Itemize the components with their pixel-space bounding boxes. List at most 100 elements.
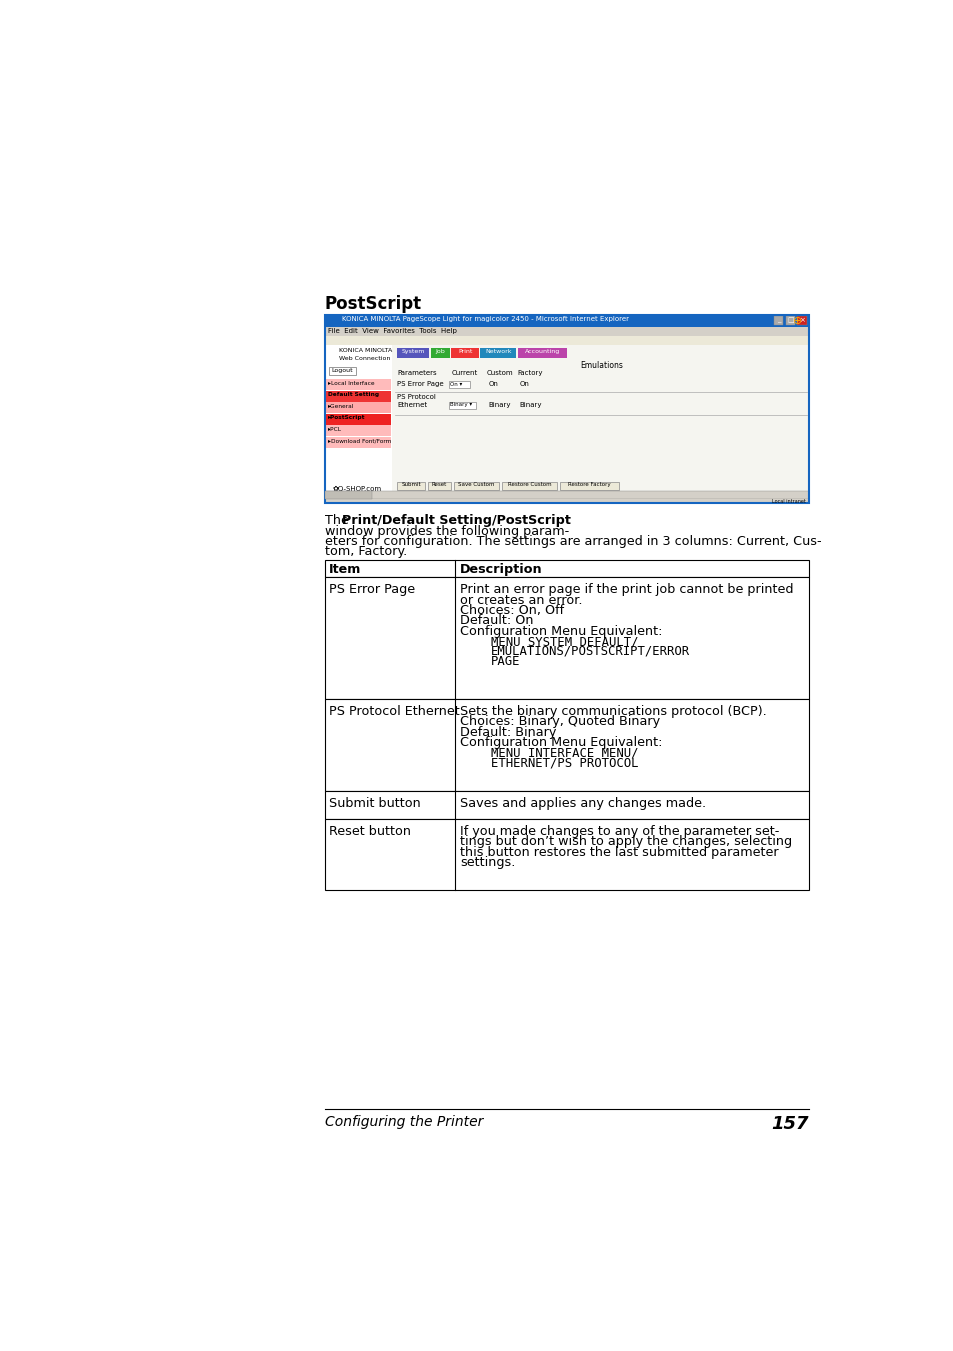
Bar (324, 346, 808, 503)
Bar (449, 401, 476, 409)
Text: ✿Q-SHOP.com: ✿Q-SHOP.com (332, 486, 381, 492)
Bar (324, 499, 808, 503)
Text: Binary: Binary (518, 401, 541, 408)
Text: File  Edit  View  Favorites  Tools  Help: File Edit View Favorites Tools Help (328, 328, 456, 334)
Bar (325, 413, 391, 424)
Text: Item: Item (329, 563, 361, 577)
Text: On: On (488, 381, 497, 386)
Bar (324, 346, 392, 503)
Text: Binary ▾: Binary ▾ (450, 403, 472, 408)
Bar (454, 482, 498, 490)
Text: 157: 157 (771, 1116, 808, 1133)
Text: System: System (401, 349, 425, 354)
Bar (324, 490, 808, 499)
Bar (449, 381, 469, 389)
Bar (427, 482, 451, 490)
Bar (324, 698, 808, 792)
Bar (324, 561, 808, 577)
Text: tom, Factory.: tom, Factory. (324, 544, 406, 558)
Text: Parameters: Parameters (397, 370, 436, 376)
Text: Reset: Reset (432, 482, 447, 488)
Text: PostScript: PostScript (324, 295, 421, 312)
Text: Job: Job (435, 349, 445, 354)
Bar (773, 316, 782, 324)
Text: Emulations: Emulations (579, 361, 622, 370)
Text: ▸PostScript: ▸PostScript (328, 416, 365, 420)
Bar (324, 819, 808, 890)
Text: ▸Local Interface: ▸Local Interface (328, 381, 374, 386)
Text: If you made changes to any of the parameter set-: If you made changes to any of the parame… (459, 825, 779, 838)
Text: Print an error page if the print job cannot be printed: Print an error page if the print job can… (459, 584, 793, 596)
Text: Saves and applies any changes made.: Saves and applies any changes made. (459, 797, 705, 811)
Bar (559, 482, 618, 490)
Bar (397, 349, 429, 358)
Text: On: On (518, 381, 529, 386)
Text: Configuration Menu Equivalent:: Configuration Menu Equivalent: (459, 626, 662, 638)
Bar (325, 380, 391, 390)
Text: Accounting: Accounting (524, 349, 559, 354)
Text: Custom: Custom (486, 370, 513, 376)
Text: ▸Download Font/Form: ▸Download Font/Form (328, 439, 391, 443)
Text: Web Connection: Web Connection (338, 357, 390, 361)
Text: Sets the binary communications protocol (BCP).: Sets the binary communications protocol … (459, 705, 766, 717)
Text: PAGE: PAGE (491, 654, 520, 667)
Text: window provides the following param-: window provides the following param- (324, 524, 568, 538)
Text: Binary: Binary (488, 401, 510, 408)
Text: The: The (324, 513, 352, 527)
Text: ⊕: ⊕ (793, 316, 802, 326)
Bar (324, 792, 808, 819)
Text: Logout: Logout (332, 369, 353, 373)
Text: Configuring the Printer: Configuring the Printer (324, 1116, 482, 1129)
Bar (324, 315, 808, 503)
Text: Configuration Menu Equivalent:: Configuration Menu Equivalent: (459, 736, 662, 750)
Text: PS Error Page: PS Error Page (329, 584, 415, 596)
Text: Submit: Submit (401, 482, 420, 488)
Text: Factory: Factory (517, 370, 542, 376)
Bar (501, 482, 557, 490)
Bar (325, 436, 391, 447)
Text: Print/Default Setting/PostScript: Print/Default Setting/PostScript (341, 513, 570, 527)
Bar (324, 327, 808, 336)
Text: PS Error Page: PS Error Page (397, 381, 444, 386)
Bar (325, 403, 391, 413)
Bar (324, 577, 808, 698)
Bar (324, 336, 808, 346)
Text: Restore Custom: Restore Custom (507, 482, 551, 488)
Text: ▸PCL: ▸PCL (328, 427, 341, 432)
Text: ×: × (799, 317, 804, 323)
Bar (325, 390, 391, 401)
Bar (517, 349, 566, 358)
Text: Default: Binary: Default: Binary (459, 725, 556, 739)
Text: _: _ (776, 317, 780, 323)
Bar (324, 315, 808, 327)
Text: KONICA MINOLTA PageScope Light for magicolor 2450 - Microsoft Internet Explorer: KONICA MINOLTA PageScope Light for magic… (341, 316, 628, 322)
Text: settings.: settings. (459, 857, 515, 869)
Text: or creates an error.: or creates an error. (459, 593, 582, 607)
Text: Local intranet: Local intranet (771, 500, 805, 504)
Text: ▸General: ▸General (328, 404, 354, 409)
Bar (325, 490, 372, 499)
Text: Current: Current (452, 370, 477, 376)
Text: Ethernet: Ethernet (397, 403, 427, 408)
Text: tings but don’t wish to apply the changes, selecting: tings but don’t wish to apply the change… (459, 835, 791, 848)
Text: MENU INTERFACE MENU/: MENU INTERFACE MENU/ (491, 747, 638, 759)
Text: this button restores the last submitted parameter: this button restores the last submitted … (459, 846, 778, 859)
Text: Choices: Binary, Quoted Binary: Choices: Binary, Quoted Binary (459, 716, 659, 728)
Bar (431, 349, 449, 358)
Bar (397, 482, 424, 490)
Text: KONICA MINOLTA: KONICA MINOLTA (338, 349, 392, 354)
Bar (797, 316, 806, 324)
Text: Default Setting: Default Setting (328, 392, 378, 397)
Text: MENU SYSTEM DEFAULT/: MENU SYSTEM DEFAULT/ (491, 635, 638, 648)
Text: Reset button: Reset button (329, 825, 411, 838)
Text: Restore Factory: Restore Factory (568, 482, 610, 488)
Text: Description: Description (459, 563, 542, 577)
Text: Default: On: Default: On (459, 615, 533, 627)
Bar (329, 367, 355, 376)
Text: ETHERNET/PS PROTOCOL: ETHERNET/PS PROTOCOL (491, 757, 638, 769)
Text: Network: Network (485, 349, 511, 354)
Text: On ▾: On ▾ (450, 381, 462, 386)
Text: Save Custom: Save Custom (458, 482, 495, 488)
Text: EMULATIONS/POSTSCRIPT/ERROR: EMULATIONS/POSTSCRIPT/ERROR (491, 644, 689, 658)
Text: eters for configuration. The settings are arranged in 3 columns: Current, Cus-: eters for configuration. The settings ar… (324, 535, 821, 547)
